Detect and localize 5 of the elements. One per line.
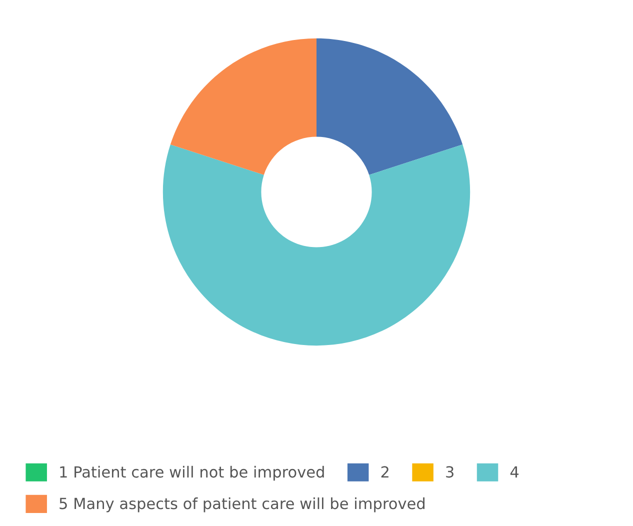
legend-label: 5 Many aspects of patient care will be improved [60, 497, 424, 512]
legend-label: 2 [381, 466, 388, 478]
legend-label: 1 Patient care will not be improved [60, 466, 324, 481]
legend-label: 3 [446, 466, 454, 478]
legend-label: 4 [510, 466, 519, 478]
